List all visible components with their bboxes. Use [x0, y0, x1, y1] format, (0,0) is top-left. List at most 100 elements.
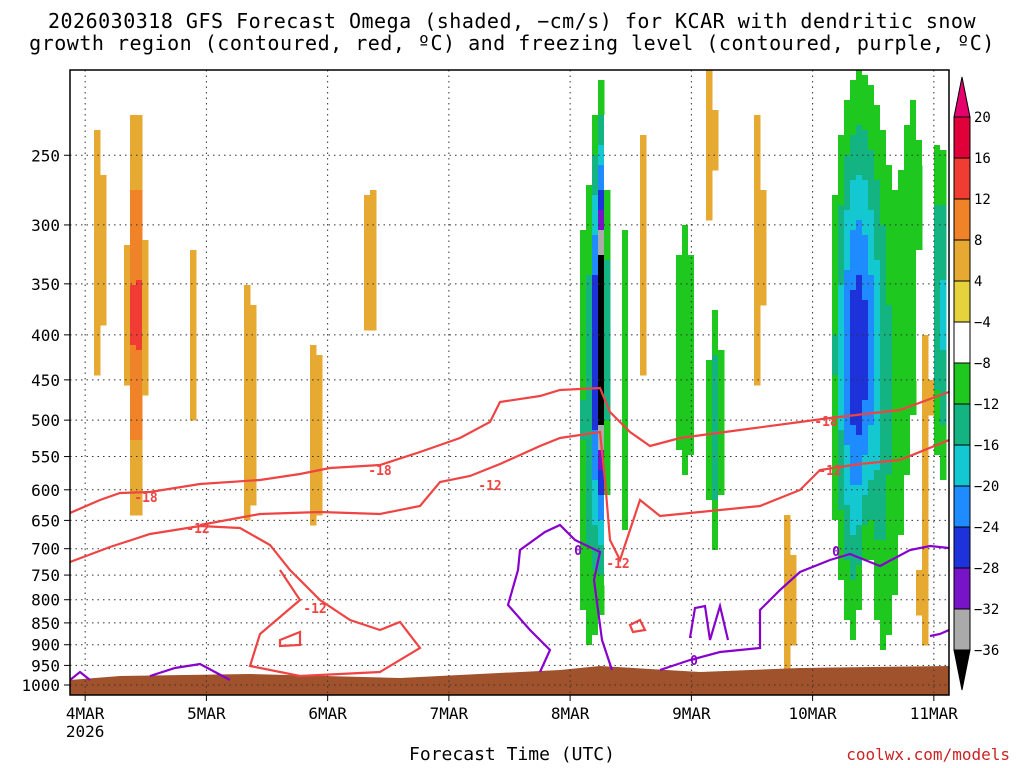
omega-cell: [934, 400, 941, 406]
omega-cell: [364, 215, 371, 221]
omega-cell: [166, 190, 173, 196]
omega-cell: [712, 390, 719, 396]
omega-cell: [682, 410, 689, 416]
omega-cell: [874, 210, 881, 216]
omega-cell: [130, 305, 137, 311]
omega-cell: [586, 615, 593, 621]
omega-cell: [604, 275, 611, 281]
omega-cell: [220, 190, 227, 196]
omega-cell: [892, 370, 899, 376]
omega-cell: [142, 250, 149, 256]
omega-cell: [310, 430, 317, 436]
omega-cell: [454, 325, 461, 331]
omega-cell: [706, 360, 713, 366]
omega-cell: [706, 215, 713, 221]
omega-cell: [94, 300, 101, 306]
omega-cell: [898, 575, 905, 581]
omega-cell: [82, 395, 89, 401]
omega-cell: [592, 105, 599, 111]
omega-cell: [862, 500, 869, 506]
omega-cell: [598, 380, 605, 386]
omega-cell: [694, 305, 701, 311]
omega-cell: [244, 470, 251, 476]
omega-cell: [910, 100, 917, 106]
omega-cell: [892, 390, 899, 396]
omega-cell: [592, 335, 599, 341]
omega-cell: [862, 360, 869, 366]
omega-cell: [892, 440, 899, 446]
omega-cell: [700, 380, 707, 386]
omega-cell: [880, 145, 887, 151]
omega-cell: [460, 425, 467, 431]
omega-cell: [838, 385, 845, 391]
omega-cell: [310, 415, 317, 421]
omega-cell: [460, 380, 467, 386]
omega-cell: [856, 110, 863, 116]
omega-cell: [760, 240, 767, 246]
omega-cell: [136, 255, 143, 261]
omega-cell: [754, 365, 761, 371]
omega-cell: [898, 550, 905, 556]
omega-cell: [910, 80, 917, 86]
omega-cell: [838, 105, 845, 111]
omega-cell: [280, 340, 287, 346]
omega-cell: [166, 290, 173, 296]
omega-cell: [754, 310, 761, 316]
omega-cell: [130, 220, 137, 226]
omega-cell: [670, 480, 677, 486]
omega-cell: [874, 650, 881, 656]
omega-cell: [934, 80, 941, 86]
omega-cell: [898, 75, 905, 81]
omega-cell: [850, 535, 857, 541]
omega-cell: [838, 130, 845, 136]
omega-cell: [880, 385, 887, 391]
omega-cell: [904, 240, 911, 246]
omega-cell: [904, 585, 911, 591]
omega-cell: [790, 605, 797, 611]
omega-cell: [640, 345, 647, 351]
omega-cell: [280, 365, 287, 371]
omega-cell: [586, 475, 593, 481]
omega-cell: [226, 245, 233, 251]
omega-cell: [874, 205, 881, 211]
omega-cell: [640, 205, 647, 211]
omega-cell: [142, 270, 149, 276]
omega-cell: [622, 140, 629, 146]
omega-cell: [574, 270, 581, 276]
omega-cell: [628, 325, 635, 331]
omega-cell: [934, 75, 941, 81]
omega-cell: [826, 325, 833, 331]
omega-cell: [922, 530, 929, 536]
omega-cell: [838, 155, 845, 161]
omega-cell: [712, 375, 719, 381]
omega-cell: [880, 590, 887, 596]
omega-cell: [754, 285, 761, 291]
omega-cell: [886, 90, 893, 96]
omega-cell: [880, 110, 887, 116]
omega-cell: [622, 570, 629, 576]
omega-cell: [886, 560, 893, 566]
omega-cell: [832, 270, 839, 276]
omega-cell: [580, 635, 587, 641]
omega-cell: [688, 270, 695, 276]
omega-cell: [712, 550, 719, 556]
omega-cell: [874, 570, 881, 576]
omega-cell: [706, 580, 713, 586]
omega-cell: [586, 415, 593, 421]
omega-cell: [100, 315, 107, 321]
omega-cell: [628, 250, 635, 256]
omega-cell: [880, 615, 887, 621]
omega-cell: [670, 260, 677, 266]
omega-cell: [580, 575, 587, 581]
omega-cell: [586, 250, 593, 256]
omega-cell: [598, 370, 605, 376]
omega-cell: [706, 105, 713, 111]
omega-cell: [166, 295, 173, 301]
omega-cell: [886, 610, 893, 616]
omega-cell: [886, 130, 893, 136]
omega-cell: [892, 630, 899, 636]
omega-cell: [598, 265, 605, 271]
omega-cell: [886, 100, 893, 106]
omega-cell: [622, 190, 629, 196]
omega-cell: [856, 575, 863, 581]
